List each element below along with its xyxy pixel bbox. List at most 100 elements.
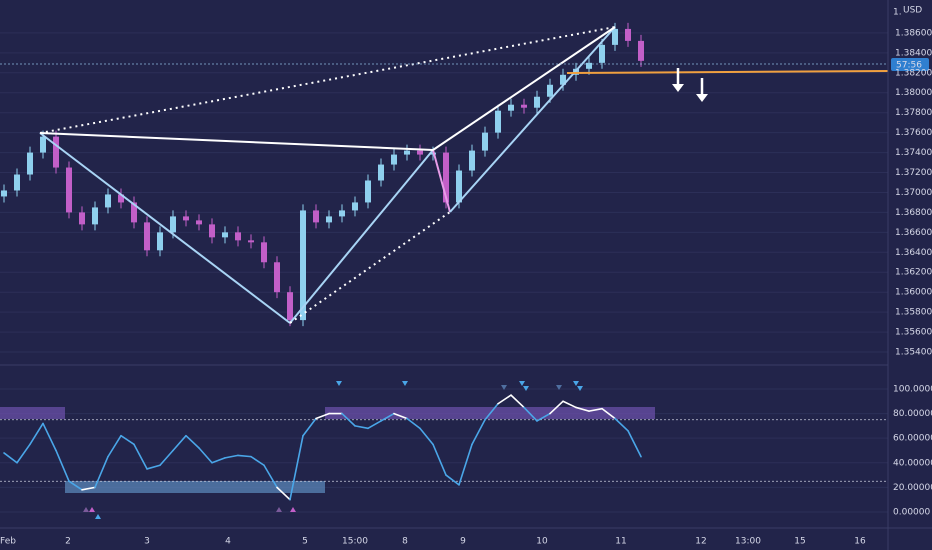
candle-body	[14, 174, 20, 191]
candle-body	[352, 202, 358, 211]
y-tick-label: 20.00000	[893, 483, 932, 493]
candle-body	[456, 170, 462, 203]
candle-body	[586, 62, 592, 69]
pattern-leg	[449, 26, 616, 213]
candle-body	[209, 224, 215, 238]
y-tick-label: 1.36000	[895, 288, 932, 298]
candle-body	[391, 154, 397, 165]
oscillator-segment	[471, 418, 486, 446]
oscillator-segment	[367, 420, 382, 430]
candle-body	[92, 207, 98, 225]
candle-body	[404, 150, 410, 155]
arrows	[672, 68, 708, 102]
y-tick-label: 1.38000	[895, 88, 932, 98]
x-tick-label: 2	[65, 537, 71, 547]
candle-body	[443, 152, 449, 203]
pattern-dotted	[289, 211, 451, 324]
candles	[1, 22, 644, 327]
pattern-leg	[432, 26, 616, 151]
candle-body	[53, 136, 59, 168]
pattern-leg	[39, 132, 434, 151]
x-tick-label: 15:00	[342, 537, 368, 547]
oscillator-segment	[3, 452, 18, 464]
y-tick-label: 1.36200	[895, 268, 932, 278]
candle-body	[300, 210, 306, 321]
oscillator-segment	[237, 454, 252, 458]
y-tick-label: 1.35400	[895, 348, 932, 358]
candle-body	[261, 242, 267, 263]
oscillator-segment	[198, 447, 213, 464]
y-tick-label: 1.38200	[895, 68, 932, 78]
oscillator-segment	[55, 449, 70, 483]
x-axis: Feb 2 3 4 5 15:00 8 9 10 11 12 13:00 15 16	[0, 537, 866, 547]
oscillator-segment	[406, 417, 421, 430]
candle-body	[560, 74, 566, 85]
oscillator-segment	[211, 457, 226, 464]
candle-body	[79, 212, 85, 225]
oscillator-segment	[120, 434, 135, 446]
price-axis	[888, 0, 932, 550]
x-tick-label: 13:00	[735, 537, 761, 547]
oscillator-segment	[16, 443, 31, 464]
y-tick-label: 60.00000	[893, 434, 932, 444]
zone	[65, 481, 325, 493]
oscillator-segment	[354, 425, 369, 430]
candle-body	[612, 28, 618, 45]
zone	[0, 407, 65, 419]
y-tick-label: 0.00000	[893, 507, 930, 517]
x-tick-label: Feb	[0, 537, 16, 547]
y-tick-label: 1.36800	[895, 208, 932, 218]
top-label: 1.	[893, 8, 902, 18]
y-tick-label: 1.35800	[895, 308, 932, 318]
candle-body	[183, 216, 189, 221]
x-tick-label: 11	[615, 537, 626, 547]
y-tick-label: 80.00000	[893, 409, 932, 419]
candle-body	[248, 240, 254, 243]
oscillator-segment	[432, 443, 447, 476]
candle-body	[66, 167, 72, 213]
y-tick-label: 1.37200	[895, 168, 932, 178]
oscillator-segment	[627, 429, 642, 458]
candle-body	[40, 136, 46, 153]
oscillator-segment	[159, 449, 174, 467]
oscillator-segment	[497, 394, 512, 405]
countdown-box	[891, 58, 929, 71]
candle-body	[287, 292, 293, 321]
oscillator-segment	[42, 422, 57, 452]
oscillator-segment	[133, 443, 148, 470]
candle-body	[508, 104, 514, 111]
candle-body	[105, 194, 111, 208]
oscillator-segment	[302, 417, 317, 437]
x-tick-label: 10	[536, 537, 548, 547]
oscillator-segment	[419, 427, 434, 446]
pattern-leg	[289, 149, 434, 324]
y-tick-label: 40.00000	[893, 458, 932, 468]
candle-body	[599, 44, 605, 63]
x-tick-label: 15	[794, 537, 805, 547]
candle-body	[222, 232, 228, 238]
candle-body	[235, 232, 241, 241]
oscillator-segment	[445, 474, 460, 486]
candle-body	[547, 84, 553, 97]
oscillator-segment	[81, 486, 96, 491]
candle-body	[131, 202, 137, 223]
y-tick-label: 1.37000	[895, 188, 932, 198]
oscillator-segment	[614, 417, 629, 432]
oscillator-segment	[510, 394, 525, 409]
oscillator-segment	[393, 412, 408, 420]
x-tick-label: 5	[302, 537, 308, 547]
candle-body	[157, 232, 163, 251]
y-tick-label: 1.38600	[895, 28, 932, 38]
oscillator-segment	[484, 402, 499, 421]
pattern	[39, 26, 616, 324]
candle-body	[339, 210, 345, 217]
oscillator-segment	[68, 480, 83, 491]
pattern-leg	[432, 149, 451, 213]
pattern-dotted	[39, 26, 616, 134]
x-tick-label: 8	[402, 537, 408, 547]
oscillator-segment	[549, 400, 564, 415]
oscillator-segment	[250, 455, 265, 467]
y-tick-label: 1.36600	[895, 228, 932, 238]
